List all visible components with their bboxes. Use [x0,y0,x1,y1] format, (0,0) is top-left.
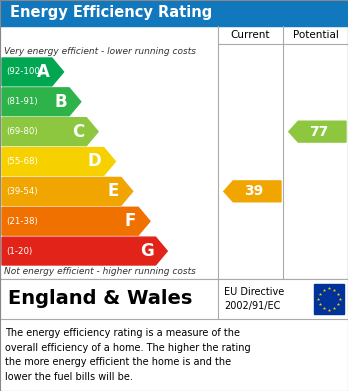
Text: (55-68): (55-68) [6,157,38,166]
Bar [0,0,348,26]
Polygon shape [2,147,116,176]
Polygon shape [2,58,64,86]
Text: (1-20): (1-20) [6,247,32,256]
Text: The energy efficiency rating is a measure of the
overall efficiency of a home. T: The energy efficiency rating is a measur… [5,328,251,382]
Text: C: C [72,123,85,141]
Text: Potential: Potential [293,30,339,40]
Text: (81-91): (81-91) [6,97,38,106]
Polygon shape [2,207,150,235]
Polygon shape [224,181,281,202]
Text: England & Wales: England & Wales [8,289,192,308]
Text: (92-100): (92-100) [6,67,43,76]
Text: 39: 39 [244,185,263,198]
Text: 77: 77 [309,125,328,139]
Bar [0,26,348,279]
Polygon shape [2,178,133,205]
Text: E: E [108,182,119,200]
Text: EU Directive
2002/91/EC: EU Directive 2002/91/EC [224,287,284,311]
Text: Current: Current [231,30,270,40]
Text: (39-54): (39-54) [6,187,38,196]
Polygon shape [2,88,81,116]
Polygon shape [2,237,167,265]
Polygon shape [289,121,346,142]
Text: (21-38): (21-38) [6,217,38,226]
Polygon shape [2,118,98,145]
Text: A: A [37,63,50,81]
Text: Not energy efficient - higher running costs: Not energy efficient - higher running co… [4,267,196,276]
Text: B: B [55,93,67,111]
Text: G: G [140,242,153,260]
Text: D: D [88,152,102,170]
Text: Very energy efficient - lower running costs: Very energy efficient - lower running co… [4,47,196,56]
Text: F: F [125,212,136,230]
Text: (69-80): (69-80) [6,127,38,136]
Bar [0,279,348,319]
Bar [314,284,344,314]
Text: Energy Efficiency Rating: Energy Efficiency Rating [10,5,212,20]
